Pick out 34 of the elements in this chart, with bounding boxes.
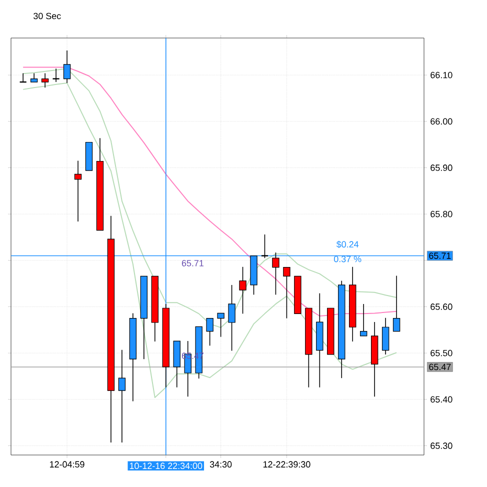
y-tick-label: 66.10 — [430, 72, 452, 78]
candlestick — [382, 317, 390, 355]
y-tick-label: 65.80 — [430, 210, 452, 218]
x-tick-label: 34:30 — [210, 461, 232, 468]
candlestick — [63, 50, 71, 84]
y-tick-label: 65.50 — [430, 350, 452, 356]
annotation: 65.71 — [182, 260, 204, 266]
y-tick-label: 65.60 — [430, 304, 452, 310]
candlestick — [74, 160, 82, 222]
x-tick-label: 10-12-16 22:34:00 — [130, 462, 202, 470]
ref-line-label: 65.71 — [429, 252, 451, 259]
ref-line-label: 65.47 — [429, 364, 451, 370]
annotation: 65.47 — [182, 352, 204, 359]
candlestick — [228, 284, 236, 352]
candlestick — [260, 234, 269, 258]
candlestick — [41, 72, 49, 88]
y-tick-label: 66.00 — [430, 118, 452, 125]
candlestick — [118, 349, 126, 443]
x-tick-label: 12-04:59 — [50, 461, 84, 468]
candlestick — [206, 318, 214, 346]
y-tick-label: 65.40 — [430, 396, 452, 403]
candlestick — [239, 266, 246, 314]
annotation: 0.37 % — [334, 256, 362, 262]
y-tick-label: 65.30 — [430, 442, 452, 449]
candlestick — [52, 68, 60, 82]
candlestick — [360, 304, 368, 336]
candlestick — [392, 275, 400, 332]
chart-title: 30 Sec — [34, 12, 61, 20]
candlestick — [283, 266, 290, 319]
candlestick — [272, 252, 280, 296]
x-tick-label: 12-22:39:30 — [263, 461, 310, 468]
y-tick-label: 65.90 — [430, 164, 452, 171]
annotation: $0.24 — [336, 240, 359, 248]
candlestick — [217, 312, 224, 338]
